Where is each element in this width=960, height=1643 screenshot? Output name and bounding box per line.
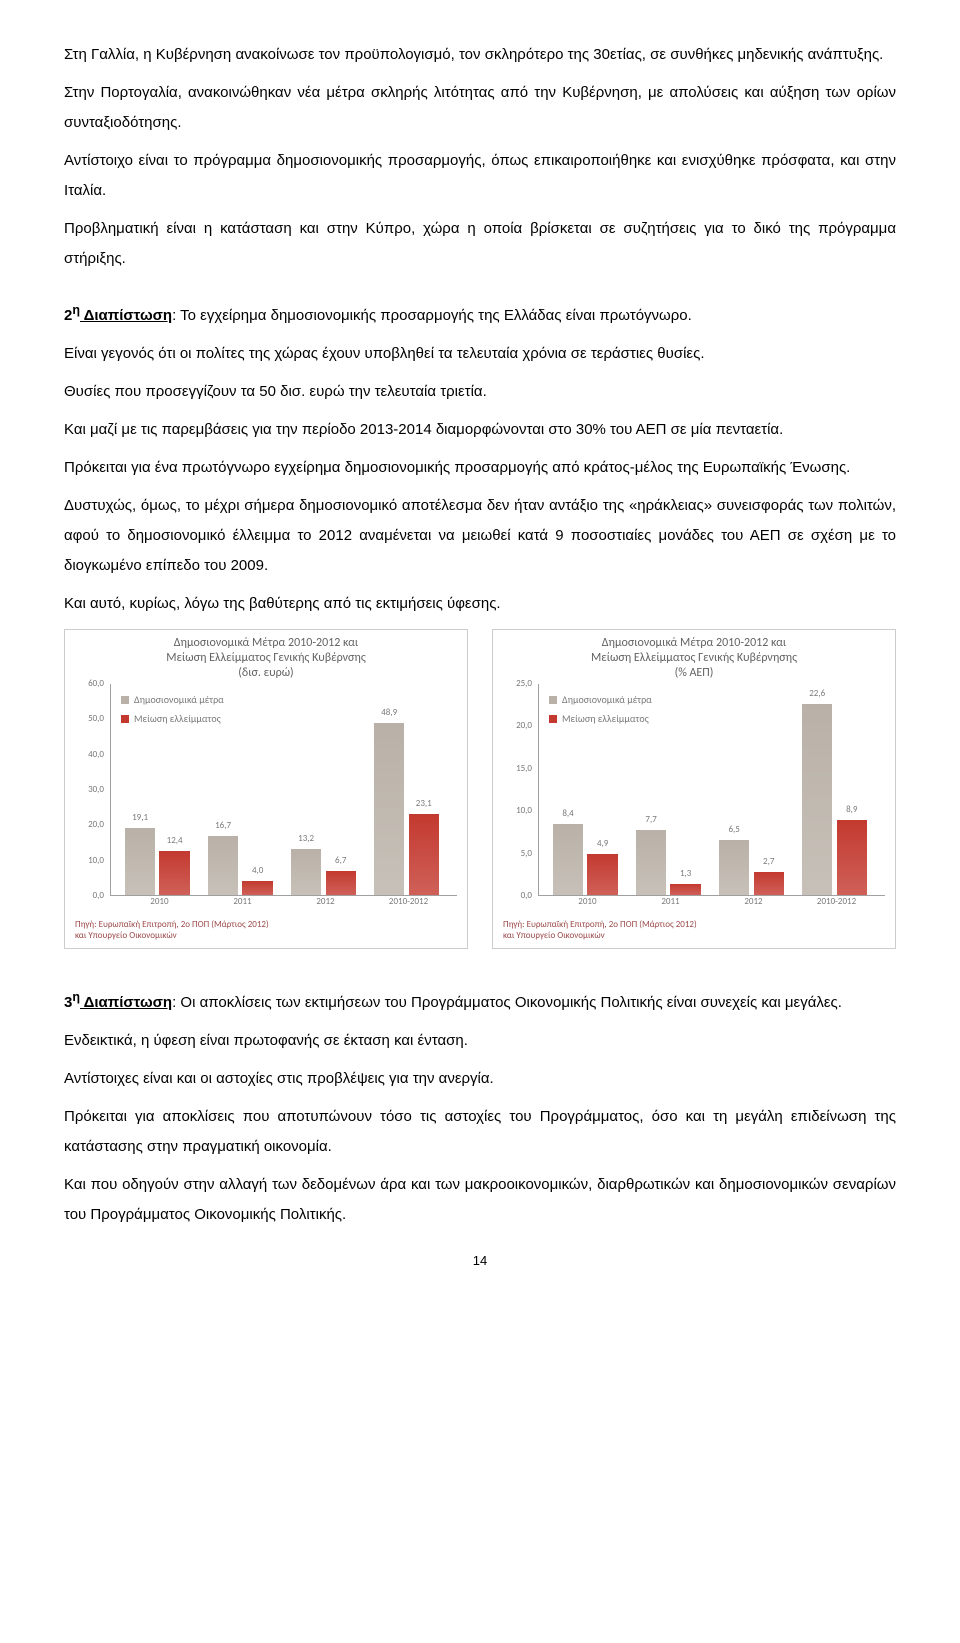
paragraph: Είναι γεγονός ότι οι πολίτες της χώρας έ… xyxy=(64,339,896,369)
paragraph: Δυστυχώς, όμως, το μέχρι σήμερα δημοσιον… xyxy=(64,491,896,581)
text: 3η Διαπίστωση xyxy=(64,994,172,1011)
paragraph: Πρόκειται για αποκλίσεις που αποτυπώνουν… xyxy=(64,1102,896,1162)
bar-value-label: 6,7 xyxy=(321,852,361,870)
text: Διαπίστωση xyxy=(80,994,172,1011)
y-tick: 0,0 xyxy=(521,887,532,905)
paragraph: Ενδεικτικά, η ύφεση είναι πρωτοφανής σε … xyxy=(64,1026,896,1056)
bar-b xyxy=(409,814,439,895)
bar-value-label: 22,6 xyxy=(797,685,837,703)
bars-area: 8,44,920107,71,320116,52,7201222,68,9201… xyxy=(538,684,885,896)
bar-a xyxy=(208,836,238,895)
plot-area: 0,05,010,015,020,025,08,44,920107,71,320… xyxy=(538,684,885,896)
y-tick: 30,0 xyxy=(88,781,104,799)
bar-value-label: 7,7 xyxy=(631,811,671,829)
text: : Το εγχείρημα δημοσιονομικής προσαρμογή… xyxy=(172,307,692,324)
bar-value-label: 6,5 xyxy=(714,821,754,839)
x-axis-label: 2011 xyxy=(636,893,705,911)
bar-b xyxy=(587,854,617,895)
bar-value-label: 8,9 xyxy=(832,801,872,819)
bar-b xyxy=(837,820,867,895)
paragraph: Αντίστοιχο είναι το πρόγραμμα δημοσιονομ… xyxy=(64,146,896,206)
bar-value-label: 8,4 xyxy=(548,805,588,823)
x-axis-label: 2010-2012 xyxy=(802,893,871,911)
x-axis-label: 2012 xyxy=(291,893,360,911)
paragraph: Και αυτό, κυρίως, λόγω της βαθύτερης από… xyxy=(64,589,896,619)
chart-title: Δημοσιονομικά Μέτρα 2010-2012 και Μείωση… xyxy=(75,636,457,681)
bar-a xyxy=(125,828,155,895)
bar-value-label: 4,9 xyxy=(583,835,623,853)
paragraph: Και που οδηγούν στην αλλαγή των δεδομένω… xyxy=(64,1170,896,1230)
bar-a xyxy=(719,840,749,895)
bar-group: 16,74,02011 xyxy=(208,684,277,895)
text: η xyxy=(72,990,80,1004)
text: : Οι αποκλίσεις των εκτιμήσεων του Προγρ… xyxy=(172,994,842,1011)
bar-group: 6,52,72012 xyxy=(719,684,788,895)
page-number: 14 xyxy=(64,1254,896,1267)
bar-value-label: 13,2 xyxy=(286,830,326,848)
x-axis-label: 2010 xyxy=(125,893,194,911)
bar-value-label: 19,1 xyxy=(120,809,160,827)
plot-area: 0,010,020,030,040,050,060,019,112,420101… xyxy=(110,684,457,896)
paragraph-observation-3: 3η Διαπίστωση: Οι αποκλίσεις των εκτιμήσ… xyxy=(64,985,896,1018)
chart-source: Πηγή: Ευρωπαϊκή Επιτροπή, 2ο ΠΟΠ (Μάρτιο… xyxy=(75,919,269,942)
bar-group: 13,26,72012 xyxy=(291,684,360,895)
paragraph: Αντίστοιχες είναι και οι αστοχίες στις π… xyxy=(64,1064,896,1094)
y-tick: 10,0 xyxy=(516,802,532,820)
y-tick: 0,0 xyxy=(93,887,104,905)
y-tick: 5,0 xyxy=(521,845,532,863)
bar-a xyxy=(802,704,832,895)
bar-value-label: 16,7 xyxy=(203,817,243,835)
chart-title: Δημοσιονομικά Μέτρα 2010-2012 και Μείωση… xyxy=(503,636,885,681)
chart-left-euros: Δημοσιονομικά Μέτρα 2010-2012 και Μείωση… xyxy=(64,629,468,949)
y-tick: 20,0 xyxy=(88,816,104,834)
y-tick: 15,0 xyxy=(516,760,532,778)
bar-a xyxy=(553,824,583,895)
bar-b xyxy=(159,851,189,895)
x-axis-label: 2012 xyxy=(719,893,788,911)
chart-source: Πηγή: Ευρωπαϊκή Επιτροπή, 2ο ΠΟΠ (Μάρτιο… xyxy=(503,919,697,942)
y-tick: 60,0 xyxy=(88,675,104,693)
text: 2η Διαπίστωση xyxy=(64,307,172,324)
y-tick: 40,0 xyxy=(88,746,104,764)
y-tick: 20,0 xyxy=(516,717,532,735)
document-page: Στη Γαλλία, η Κυβέρνηση ανακοίνωσε τον π… xyxy=(0,0,960,1295)
chart-right-gdp: Δημοσιονομικά Μέτρα 2010-2012 και Μείωση… xyxy=(492,629,896,949)
x-axis-label: 2010-2012 xyxy=(374,893,443,911)
x-axis-label: 2010 xyxy=(553,893,622,911)
bars-area: 19,112,4201016,74,0201113,26,7201248,923… xyxy=(110,684,457,896)
bar-group: 22,68,92010-2012 xyxy=(802,684,871,895)
bar-group: 8,44,92010 xyxy=(553,684,622,895)
y-axis: 0,010,020,030,040,050,060,0 xyxy=(72,684,106,896)
paragraph: Και μαζί με τις παρεμβάσεις για την περί… xyxy=(64,415,896,445)
bar-b xyxy=(754,872,784,895)
y-tick: 10,0 xyxy=(88,852,104,870)
bar-value-label: 4,0 xyxy=(238,862,278,880)
paragraph: Θυσίες που προσεγγίζουν τα 50 δισ. ευρώ … xyxy=(64,377,896,407)
bar-value-label: 23,1 xyxy=(404,795,444,813)
bar-value-label: 2,7 xyxy=(749,853,789,871)
paragraph: Στην Πορτογαλία, ανακοινώθηκαν νέα μέτρα… xyxy=(64,78,896,138)
bar-group: 19,112,42010 xyxy=(125,684,194,895)
y-axis: 0,05,010,015,020,025,0 xyxy=(500,684,534,896)
bar-a xyxy=(636,830,666,895)
bar-value-label: 12,4 xyxy=(155,832,195,850)
bar-value-label: 1,3 xyxy=(666,865,706,883)
text: Διαπίστωση xyxy=(80,307,172,324)
bar-group: 7,71,32011 xyxy=(636,684,705,895)
paragraph: Προβληματική είναι η κατάσταση και στην … xyxy=(64,214,896,274)
paragraph-observation-2: 2η Διαπίστωση: Το εγχείρημα δημοσιονομικ… xyxy=(64,298,896,331)
y-tick: 50,0 xyxy=(88,710,104,728)
paragraph: Στη Γαλλία, η Κυβέρνηση ανακοίνωσε τον π… xyxy=(64,40,896,70)
paragraph: Πρόκειται για ένα πρωτόγνωρο εγχείρημα δ… xyxy=(64,453,896,483)
text: η xyxy=(72,303,80,317)
bar-a xyxy=(291,849,321,895)
bar-a xyxy=(374,723,404,895)
bar-group: 48,923,12010-2012 xyxy=(374,684,443,895)
charts-row: Δημοσιονομικά Μέτρα 2010-2012 και Μείωση… xyxy=(64,629,896,949)
bar-value-label: 48,9 xyxy=(369,704,409,722)
x-axis-label: 2011 xyxy=(208,893,277,911)
y-tick: 25,0 xyxy=(516,675,532,693)
bar-b xyxy=(326,871,356,895)
